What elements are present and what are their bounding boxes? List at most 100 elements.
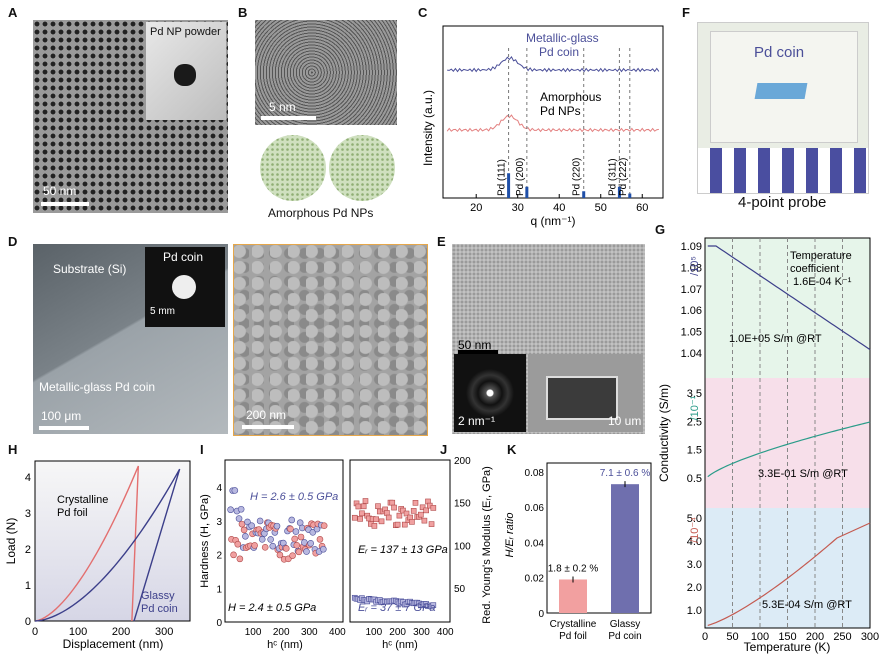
i-ytick-1: 1 (216, 584, 222, 595)
i-point-glassy (256, 517, 264, 525)
i-point-glassy (273, 522, 281, 530)
i-point-glassy (237, 505, 245, 513)
c-xtick-label-3: 50 (595, 202, 607, 214)
c-xtick-label-1: 30 (512, 202, 524, 214)
h-s2-l2: Pd coin (141, 603, 178, 615)
c-series-bot-l1: Amorphous (540, 90, 601, 104)
i-point-crystalline (240, 526, 248, 534)
c-series-top-l1: Metallic-glass (526, 31, 599, 45)
i-point-crystalline (289, 552, 296, 559)
scalebar-label-e2: 2 nm⁻¹ (458, 414, 496, 428)
c-peak-label-3: Pd (311) (607, 158, 618, 196)
g-ytick-1-1: 2.5 (687, 416, 702, 428)
c-peak-bar-4 (628, 193, 632, 198)
g-ytick-0-1: 1.08 (681, 262, 702, 274)
g-rt-top: 1.0E+05 S/m @RT (729, 333, 822, 345)
h-xtick-1: 100 (69, 626, 87, 638)
g-series-top (707, 245, 871, 351)
sphere-right (329, 135, 395, 201)
i-point-glassy (301, 539, 308, 546)
i-point-glassy (288, 516, 296, 524)
g-xtick-label-0: 0 (702, 631, 708, 643)
g-xtick-label-1: 50 (726, 631, 738, 643)
j-point-crystalline (400, 507, 406, 514)
panel-letter-d: D (8, 234, 18, 249)
i-point-crystalline (320, 522, 328, 529)
h-ytick-1: 1 (25, 580, 31, 592)
c-series-top-l2: Pd coin (539, 45, 579, 59)
load-displacement-chart: 0 100 200 300 0 1 2 3 4 Crystalline Pd foil Glas… (5, 460, 191, 651)
j-point-crystalline (409, 519, 415, 525)
c-ylabel: Intensity (a.u.) (421, 90, 435, 166)
j-point-crystalline (421, 517, 428, 524)
g-ytick-1-2: 1.5 (687, 445, 702, 457)
k-cat-1-0: Glassy (610, 619, 641, 630)
g-xtick-label-6: 300 (861, 631, 879, 643)
j-point-crystalline (351, 514, 358, 521)
c-peak-label-0: Pd (111) (497, 159, 508, 196)
i-point-crystalline (234, 540, 242, 548)
g-ylabel: Conductivity (S/m) (657, 384, 671, 482)
j-point-crystalline (360, 503, 367, 510)
i-point-crystalline (236, 555, 244, 563)
i-point-glassy (227, 506, 234, 514)
caption-f: 4-point probe (738, 194, 827, 211)
k-cat-0-1: Pd foil (559, 631, 587, 642)
j-ytick-2: 150 (454, 499, 471, 510)
h-s1-l2: Pd foil (57, 507, 88, 519)
scalebar-d1 (39, 426, 89, 430)
g-ytick-0-3: 1.06 (681, 305, 702, 317)
fib-inset (528, 354, 643, 432)
j-ytick-0: 50 (454, 584, 466, 595)
i-point-glassy (231, 487, 239, 494)
scalebar-a (41, 202, 89, 206)
i-point-crystalline (316, 536, 324, 543)
coin-inset-scale: 5 mm (150, 306, 175, 317)
j-xtick-0: 100 (365, 627, 382, 638)
c-xtick-label-0: 20 (470, 202, 482, 214)
j-point-crystalline (373, 516, 379, 523)
scalebar-b (261, 116, 316, 120)
j-point-crystalline (389, 499, 396, 506)
tem-image-a: Pd NP powder 50 nm (33, 20, 228, 213)
c-xlabel: q (nm⁻¹) (531, 214, 576, 228)
series-metallic-glass (447, 55, 660, 73)
j-point-crystalline (412, 500, 419, 506)
i-ytick-4: 4 (216, 483, 222, 494)
powder-label: Pd NP powder (150, 26, 221, 38)
ratio-bar-chart: H/Eᵣ ratio 0 0.02 0.04 0.06 0.08 1.8 ± 0.2 %… (505, 462, 652, 642)
j-point-crystalline (378, 518, 385, 525)
i-xtick-3: 400 (329, 627, 346, 638)
g-ytick-1-3: 0.5 (687, 473, 702, 485)
scalebar-label-b: 5 nm (269, 100, 296, 114)
k-ytick-0: 0 (538, 609, 544, 620)
xrd-chart: Intensity (a.u.) 20 30 40 50 60 Pd (111) Pd (… (421, 25, 664, 228)
j-axes (349, 459, 451, 623)
c-peak-bar-1 (525, 186, 529, 198)
c-peak-label-4: Pd (222) (618, 158, 629, 196)
j-point-crystalline (391, 504, 397, 511)
substrate-label: Substrate (Si) (53, 262, 127, 276)
g-ytick-0-2: 1.07 (681, 284, 702, 296)
g-xtick-label-4: 200 (806, 631, 824, 643)
c-peak-bar-2 (582, 191, 586, 198)
c-peak-label-2: Pd (220) (572, 158, 583, 196)
hardness-modulus-chart: 100 200 300 400 0 1 2 3 4 100 200 300 400 50 100 150 200… (200, 456, 493, 651)
c-peak-label-1: Pd (200) (515, 158, 526, 196)
j-xlabel: hᶜ (nm) (382, 639, 418, 651)
i-point-crystalline (287, 525, 294, 533)
k-ylabel: H/Eᵣ ratio (505, 513, 516, 558)
i-point-glassy (303, 548, 310, 555)
j-point-crystalline (401, 521, 408, 528)
probe-photo (697, 22, 869, 194)
panel-letter-c: C (418, 5, 428, 20)
panel-letter-a: A (8, 5, 18, 20)
i-point-glassy (248, 522, 255, 530)
j-ytick-3: 200 (454, 456, 471, 467)
i-point-crystalline (261, 544, 269, 551)
glass-coin-label: Metallic-glass Pd coin (39, 380, 156, 394)
j-point-crystalline (396, 512, 403, 519)
saed-inset (454, 354, 526, 432)
k-bar-1 (611, 484, 639, 613)
j-ylabel: Red. Young's Modulus (Eᵣ, GPa) (481, 466, 493, 624)
